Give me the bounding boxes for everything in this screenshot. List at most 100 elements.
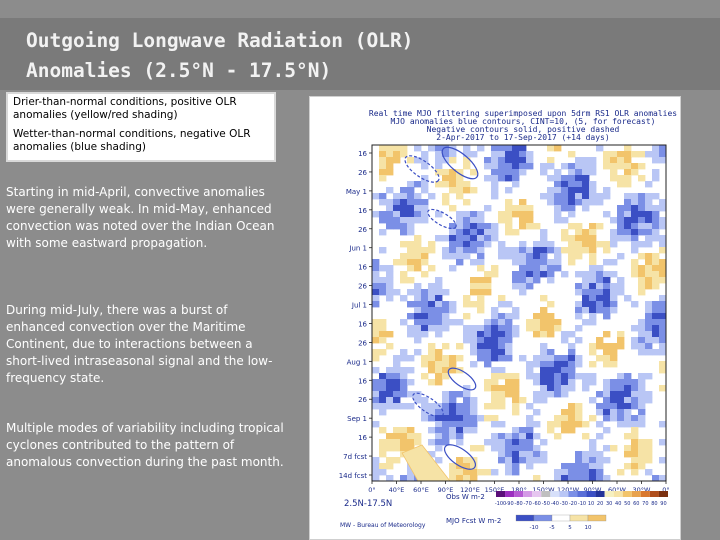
anomaly-cell [400, 373, 408, 380]
anomaly-cell [498, 397, 506, 404]
anomaly-cell [421, 187, 429, 194]
anomaly-cell [526, 265, 534, 272]
anomaly-cell [575, 373, 583, 380]
anomaly-cell [477, 307, 485, 314]
figure-header-line4: 2-Apr-2017 to 17-Sep-2017 (+14 days) [436, 133, 609, 142]
anomaly-cell [456, 433, 464, 440]
anomaly-cell [589, 199, 597, 206]
anomaly-cell [400, 145, 408, 152]
anomaly-cell [561, 361, 569, 368]
anomaly-cell [393, 289, 401, 296]
anomaly-cell [512, 379, 520, 386]
anomaly-cell [379, 325, 387, 332]
anomaly-cell [526, 205, 534, 212]
anomaly-cell [435, 151, 443, 158]
anomaly-cell [561, 205, 569, 212]
anomaly-cell [519, 163, 527, 170]
anomaly-cell [603, 187, 611, 194]
anomaly-cell [638, 373, 646, 380]
anomaly-cell [575, 463, 583, 470]
anomaly-cell [491, 445, 499, 452]
anomaly-cell [575, 241, 583, 248]
anomaly-cell [414, 247, 422, 254]
anomaly-cell [393, 373, 401, 380]
anomaly-cell [547, 199, 555, 206]
anomaly-cell [463, 391, 471, 398]
anomaly-cell [533, 259, 541, 266]
anomaly-cell [386, 439, 394, 446]
anomaly-cell [442, 151, 450, 158]
anomaly-cell [477, 241, 485, 248]
anomaly-cell [659, 271, 667, 278]
anomaly-cell [617, 385, 625, 392]
anomaly-cell [393, 157, 401, 164]
anomaly-cell [463, 199, 471, 206]
longitude-tick-label: 150°W [532, 486, 555, 494]
anomaly-cell [491, 307, 499, 314]
anomaly-cell [435, 433, 443, 440]
anomaly-cell [442, 409, 450, 416]
anomaly-cell [631, 379, 639, 386]
anomaly-cell [596, 145, 604, 152]
anomaly-cell [414, 349, 422, 356]
anomaly-cell [470, 169, 478, 176]
anomaly-cell [442, 361, 450, 368]
anomaly-cell [407, 199, 415, 206]
anomaly-cell [575, 325, 583, 332]
anomaly-cell [463, 217, 471, 224]
anomaly-cell [414, 301, 422, 308]
anomaly-cell [393, 457, 401, 464]
anomaly-cell [372, 355, 380, 362]
anomaly-cell [568, 175, 576, 182]
obs-colorbar-swatch [577, 491, 587, 497]
anomaly-cell [561, 367, 569, 374]
anomaly-cell [610, 355, 618, 362]
anomaly-cell [505, 205, 513, 212]
obs-colorbar-tick: 90 [660, 501, 666, 507]
anomaly-cell [659, 145, 667, 152]
anomaly-cell [547, 271, 555, 278]
anomaly-cell [428, 451, 436, 458]
obs-colorbar-tick: 60 [633, 501, 639, 507]
anomaly-cell [582, 229, 590, 236]
figure-svg: Real time MJO filtering superimposed upo… [310, 97, 680, 539]
obs-colorbar-swatch [622, 491, 632, 497]
paragraph-3: Multiple modes of variability including … [6, 421, 284, 469]
mjo-colorbar-swatch [569, 514, 589, 522]
anomaly-cell [421, 319, 429, 326]
anomaly-cell [596, 283, 604, 290]
anomaly-cell [568, 241, 576, 248]
anomaly-cell [505, 157, 513, 164]
anomaly-cell [547, 349, 555, 356]
anomaly-cell [477, 355, 485, 362]
anomaly-cell [477, 289, 485, 296]
anomaly-cell [561, 415, 569, 422]
anomaly-cell [456, 391, 464, 398]
anomaly-cell [533, 397, 541, 404]
anomaly-cell [610, 415, 618, 422]
anomaly-cell [463, 253, 471, 260]
anomaly-cell [589, 253, 597, 260]
anomaly-cell [449, 415, 457, 422]
anomaly-cell [610, 349, 618, 356]
anomaly-cell [533, 319, 541, 326]
anomaly-cell [477, 337, 485, 344]
anomaly-cell [652, 217, 660, 224]
anomaly-cell [435, 445, 443, 452]
anomaly-cell [379, 331, 387, 338]
date-tick-label: Sep 1 [347, 415, 367, 423]
anomaly-cell [540, 229, 548, 236]
anomaly-cell [407, 301, 415, 308]
anomaly-cell [582, 451, 590, 458]
anomaly-cell [491, 175, 499, 182]
anomaly-cell [428, 301, 436, 308]
anomaly-cell [617, 235, 625, 242]
anomaly-cell [645, 235, 653, 242]
anomaly-cell [449, 355, 457, 362]
anomaly-cell [372, 295, 380, 302]
anomaly-field [372, 145, 667, 482]
anomaly-cell [400, 355, 408, 362]
anomaly-cell [477, 445, 485, 452]
anomaly-cell [498, 253, 506, 260]
anomaly-cell [512, 313, 520, 320]
